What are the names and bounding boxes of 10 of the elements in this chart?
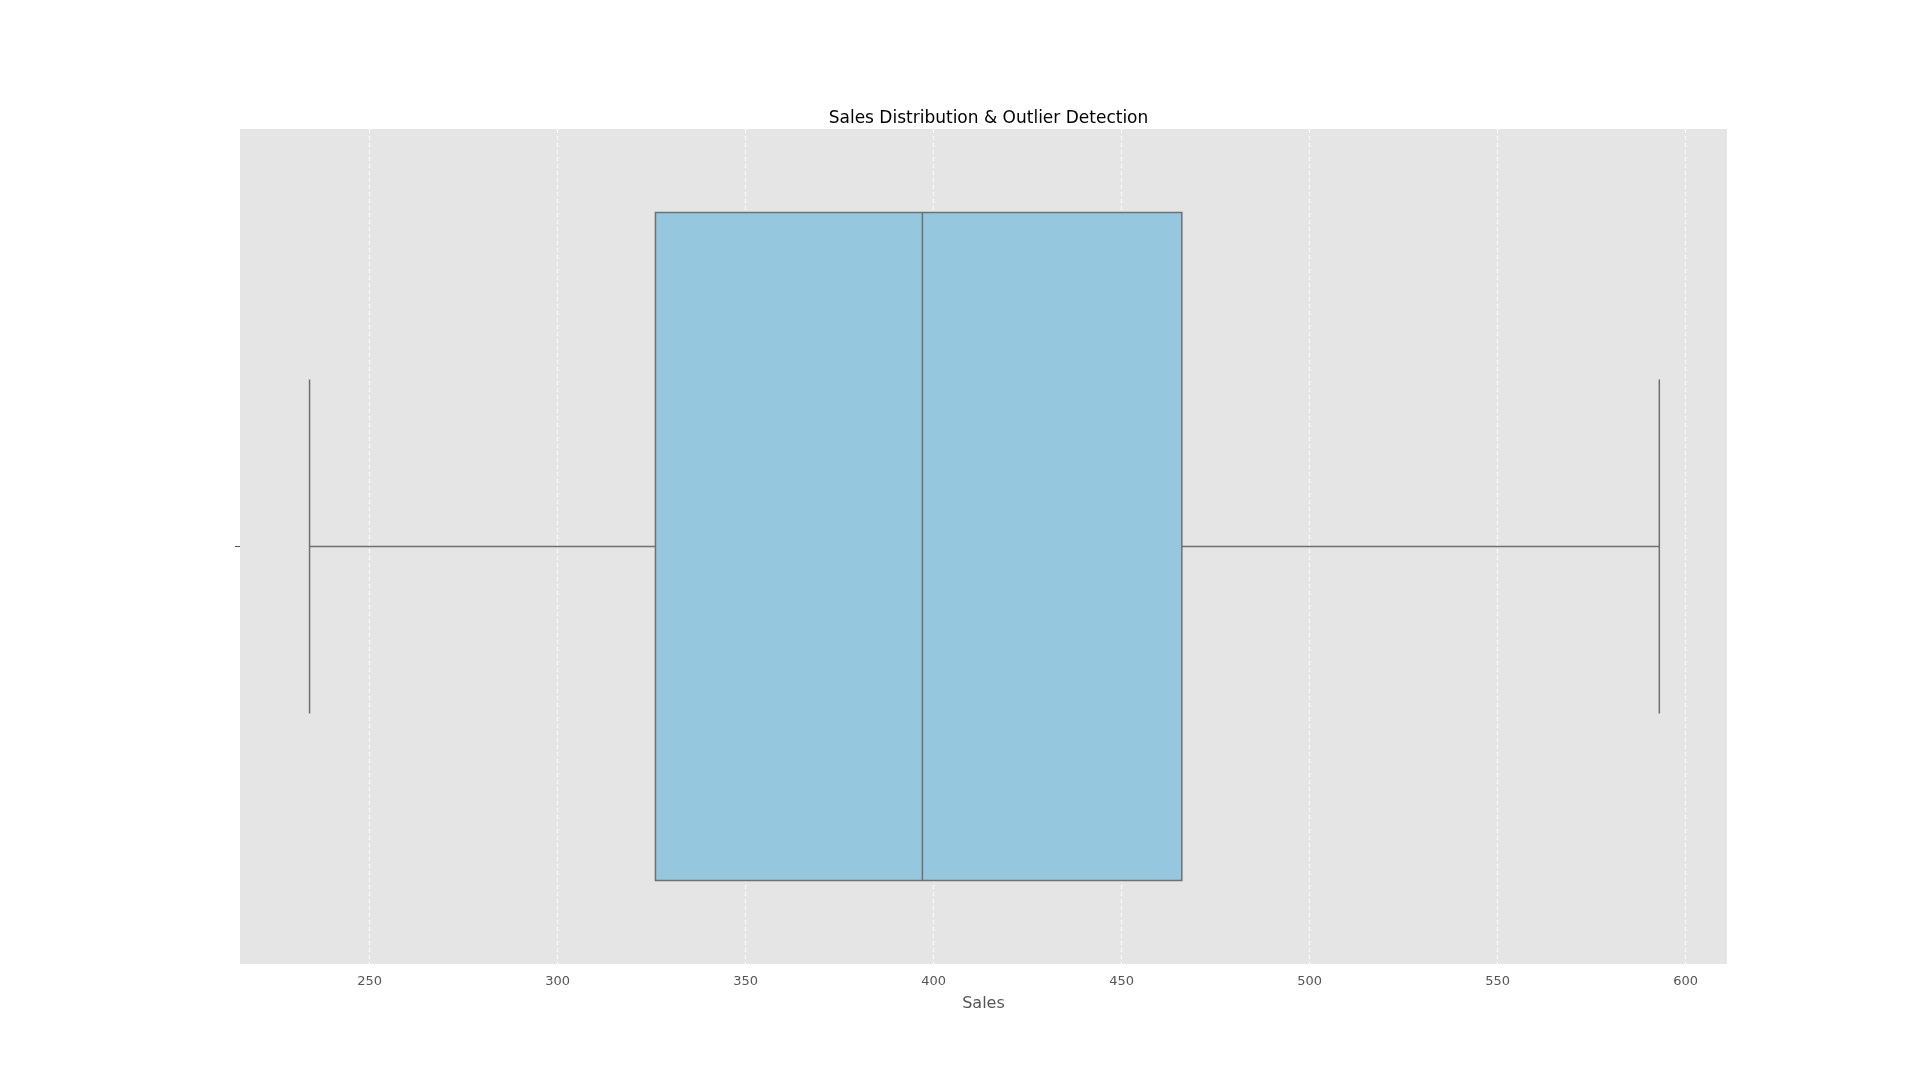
x-tick-label: 300 <box>545 973 571 988</box>
chart-title: Sales Distribution & Outlier Detection <box>828 106 1149 127</box>
x-tick-label: 500 <box>1297 973 1323 988</box>
x-tick-label: 450 <box>1109 973 1135 988</box>
x-tick-label: 350 <box>733 973 759 988</box>
x-axis-title: Sales <box>962 992 1005 1012</box>
x-tick-label: 250 <box>357 973 383 988</box>
x-tick-label: 400 <box>921 973 947 988</box>
x-tick-label: 550 <box>1485 973 1511 988</box>
x-tick-label: 600 <box>1673 973 1699 988</box>
